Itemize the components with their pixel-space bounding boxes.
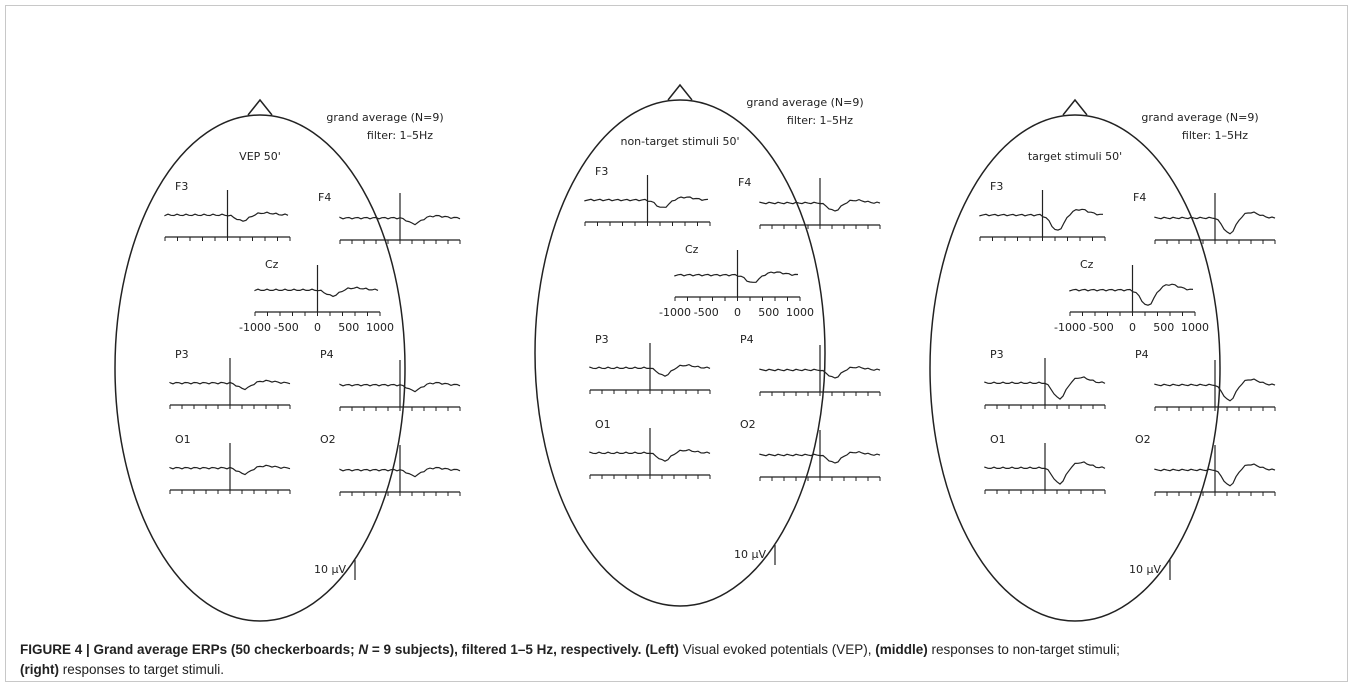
- time-tick-label: -500: [694, 306, 719, 319]
- channel-label: P3: [595, 333, 609, 346]
- channel-label: P4: [740, 333, 754, 346]
- erp-trace: [984, 461, 1106, 485]
- erp-trace: [169, 464, 291, 476]
- caption-text: responses to non-target stimuli;: [927, 642, 1120, 657]
- annotation: grand average (N=9): [326, 111, 443, 124]
- time-tick-label: 1000: [366, 321, 394, 334]
- channel-label: Cz: [1080, 258, 1094, 271]
- annotation: filter: 1–5Hz: [367, 129, 433, 142]
- time-tick-label: 0: [1129, 321, 1136, 334]
- annotation: grand average (N=9): [1141, 111, 1258, 124]
- channel-label: O1: [175, 433, 191, 446]
- scale-label: 10 µV: [734, 548, 766, 561]
- scale-label: 10 µV: [314, 563, 346, 576]
- erp-trace: [164, 211, 289, 222]
- panel-title: target stimuli 50': [1028, 150, 1122, 163]
- erp-trace: [584, 196, 709, 208]
- time-tick-label: 500: [758, 306, 779, 319]
- channel-label: F3: [990, 180, 1003, 193]
- erp-trace: [254, 286, 379, 298]
- erp-trace: [339, 214, 461, 226]
- erp-trace: [1154, 378, 1276, 402]
- time-tick-label: -1000: [1054, 321, 1086, 334]
- caption-lead: = 9 subjects), filtered 1–5 Hz, respecti…: [368, 642, 646, 657]
- time-tick-label: -1000: [239, 321, 271, 334]
- time-tick-label: -500: [274, 321, 299, 334]
- head-outline: [534, 99, 826, 607]
- channel-label: F4: [318, 191, 331, 204]
- channel-label: O2: [740, 418, 756, 431]
- caption-n-italic: N: [358, 642, 369, 657]
- erp-trace: [589, 448, 711, 462]
- panel-title: VEP 50': [239, 150, 281, 163]
- caption-text: responses to target stimuli.: [58, 662, 225, 677]
- caption-key: (middle): [875, 642, 928, 657]
- erp-trace: [589, 363, 711, 377]
- channel-label: F4: [738, 176, 751, 189]
- caption-text: Visual evoked potentials (VEP),: [678, 642, 876, 657]
- caption-key: (Left): [645, 642, 679, 657]
- erp-trace: [169, 379, 291, 391]
- time-tick-label: 1000: [786, 306, 814, 319]
- caption-lead: FIGURE 4 | Grand average ERPs (50 checke…: [20, 642, 359, 657]
- annotation: filter: 1–5Hz: [1182, 129, 1248, 142]
- caption-key: (right): [20, 662, 59, 677]
- panel-title: non-target stimuli 50': [620, 135, 739, 148]
- head-outline: [114, 114, 406, 622]
- figure: grand average (N=9) filter: 1–5Hz VEP 50' F…: [114, 83, 1276, 622]
- annotation: grand average (N=9): [746, 96, 863, 109]
- erp-trace: [1069, 283, 1194, 306]
- head-nose: [247, 98, 273, 116]
- channel-label: P3: [990, 348, 1004, 361]
- time-tick-label: -1000: [659, 306, 691, 319]
- erp-trace: [759, 198, 881, 212]
- caption-n: N: [358, 642, 368, 657]
- channel-label: O2: [320, 433, 336, 446]
- figure-frame: [5, 5, 1348, 682]
- channel-label: Cz: [685, 243, 699, 256]
- channel-label: P4: [1135, 348, 1149, 361]
- time-tick-label: 500: [338, 321, 359, 334]
- time-tick-label: 0: [734, 306, 741, 319]
- scale-label: 10 µV: [1129, 563, 1161, 576]
- erp-trace: [339, 381, 461, 393]
- channel-label: O2: [1135, 433, 1151, 446]
- channel-label: Cz: [265, 258, 279, 271]
- channel-label: F3: [175, 180, 188, 193]
- erp-trace: [674, 271, 799, 283]
- erp-trace: [759, 365, 881, 379]
- channel-label: P3: [175, 348, 189, 361]
- channel-label: O1: [595, 418, 611, 431]
- channel-label: P4: [320, 348, 334, 361]
- time-tick-label: 500: [1153, 321, 1174, 334]
- time-tick-label: 0: [314, 321, 321, 334]
- head-nose: [667, 83, 693, 101]
- caption: FIGURE 4 | Grand average ERPs (50 checke…: [20, 640, 1140, 680]
- time-tick-label: -500: [1089, 321, 1114, 334]
- erp-trace: [1154, 211, 1276, 235]
- erp-trace: [759, 450, 881, 464]
- erp-trace: [1154, 463, 1276, 487]
- channel-label: F3: [595, 165, 608, 178]
- erp-trace: [339, 466, 461, 478]
- channel-label: O1: [990, 433, 1006, 446]
- erp-trace: [979, 208, 1103, 231]
- head-nose: [1062, 98, 1088, 116]
- annotation: filter: 1–5Hz: [787, 114, 853, 127]
- time-tick-label: 1000: [1181, 321, 1209, 334]
- head-outline: [929, 114, 1221, 622]
- channel-label: F4: [1133, 191, 1146, 204]
- erp-trace: [984, 376, 1106, 400]
